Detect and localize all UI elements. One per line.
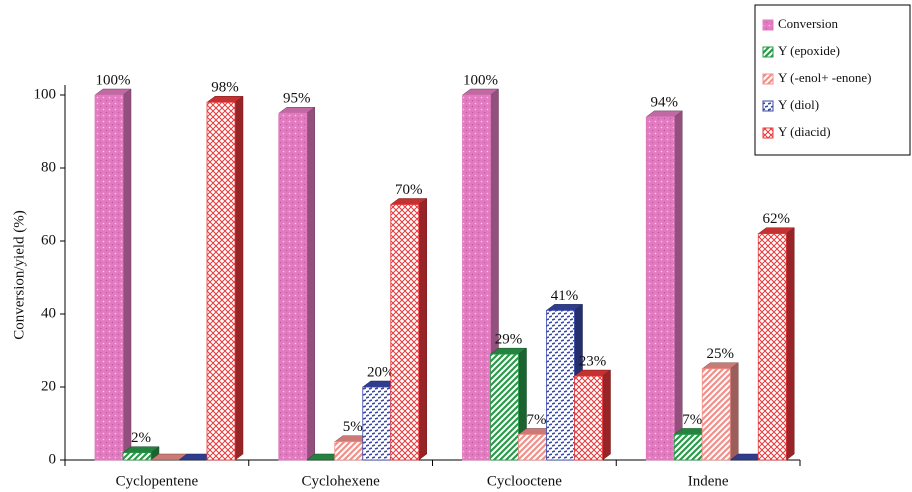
bar-front — [645, 116, 675, 461]
bar-side — [730, 362, 739, 461]
bar-front — [490, 353, 519, 461]
data-label: 100% — [96, 72, 131, 88]
data-label: 29% — [495, 332, 523, 348]
bar-front — [518, 434, 547, 461]
legend-swatch — [762, 19, 774, 31]
bar-side — [786, 227, 795, 461]
y-tick-label: 80 — [41, 159, 56, 175]
bar — [390, 198, 428, 461]
legend-swatch — [762, 100, 774, 112]
legend-swatch — [762, 73, 774, 85]
y-tick-label: 40 — [41, 305, 56, 321]
legend-label: Conversion — [778, 16, 838, 31]
legend-label: Y (-enol+ -enone) — [778, 70, 871, 85]
data-label: 7% — [527, 412, 547, 428]
bar-front — [757, 233, 787, 461]
bar — [645, 110, 683, 461]
bar-front — [362, 386, 392, 461]
y-axis-label: Conversion/yield (%) — [11, 210, 27, 340]
x-tick-label: Cyclooctene — [487, 473, 562, 489]
data-label: 100% — [463, 72, 498, 88]
data-label: 20% — [367, 364, 395, 380]
bar-front — [462, 94, 491, 461]
data-label: 41% — [551, 288, 579, 304]
bar — [757, 227, 795, 461]
bar-front — [334, 441, 364, 461]
bar — [94, 88, 132, 461]
bar — [122, 446, 160, 461]
x-tick-label: Indene — [688, 473, 729, 489]
data-label: 95% — [283, 91, 311, 107]
bar — [489, 347, 528, 461]
bar-front — [390, 204, 420, 461]
legend-box — [754, 4, 911, 156]
bar-front — [122, 452, 152, 461]
legend-swatch — [762, 46, 774, 58]
bar — [701, 362, 739, 461]
data-label: 70% — [395, 182, 423, 198]
bar-side — [674, 110, 683, 461]
bar-side — [122, 88, 132, 461]
data-label: 25% — [707, 346, 735, 362]
legend-label: Y (epoxide) — [778, 43, 840, 58]
bar-front — [574, 375, 603, 461]
bar-front — [206, 101, 236, 461]
bar — [573, 369, 612, 461]
bar-side — [602, 369, 611, 461]
legend-label: Y (diol) — [778, 97, 819, 112]
bar-front — [701, 368, 731, 461]
data-label: 94% — [651, 94, 679, 110]
data-label: 98% — [211, 80, 239, 96]
legend-swatch — [762, 127, 774, 139]
legend-label: Y (diacid) — [778, 124, 831, 139]
x-tick-label: Cyclohexene — [301, 473, 380, 489]
bar — [517, 427, 556, 461]
bar-side — [306, 106, 315, 461]
bar-front — [94, 94, 124, 461]
bar — [206, 95, 244, 461]
bar — [278, 106, 316, 461]
y-tick-label: 0 — [49, 451, 57, 467]
data-label: 7% — [682, 412, 702, 428]
data-label: 2% — [131, 430, 151, 446]
data-label: 62% — [763, 211, 791, 227]
bar-front — [546, 309, 575, 461]
x-tick-label: Cyclopentene — [116, 473, 199, 489]
bar-front — [673, 434, 703, 461]
y-tick-label: 100 — [34, 86, 57, 102]
y-tick-label: 20 — [41, 378, 56, 394]
bar-side — [418, 198, 427, 461]
bar-front — [278, 112, 308, 461]
data-label: 23% — [579, 353, 607, 369]
data-label: 5% — [343, 419, 363, 435]
bar-side — [234, 95, 244, 461]
y-tick-label: 60 — [41, 232, 56, 248]
